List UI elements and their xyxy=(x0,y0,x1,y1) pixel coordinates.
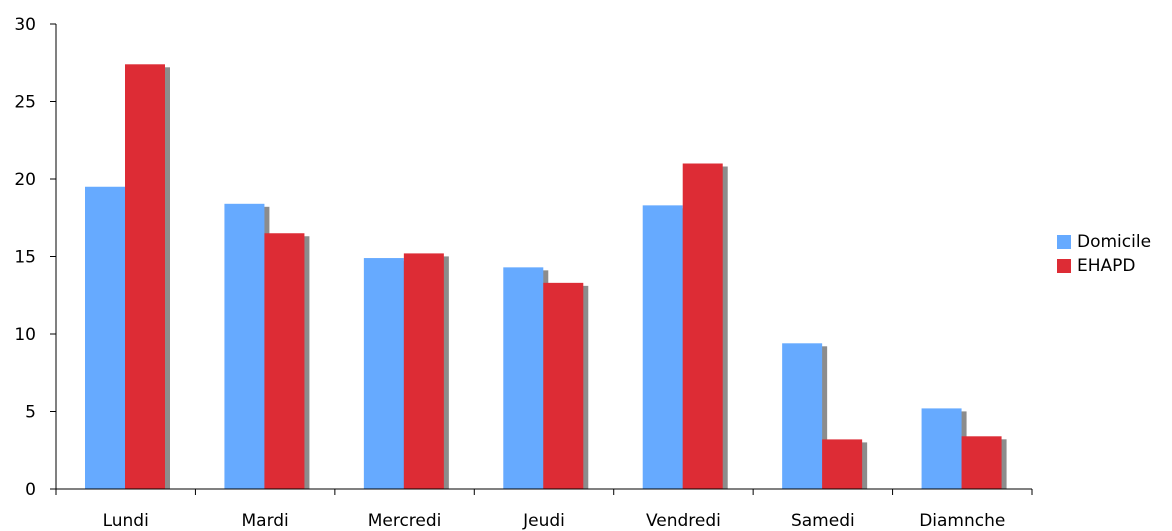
x-tick-label: Mercredi xyxy=(368,511,442,531)
bar-domicile-lundi xyxy=(85,186,125,489)
legend-item-ehapd: EHAPD xyxy=(1057,254,1151,278)
x-tick-label: Samedi xyxy=(791,511,855,531)
bar-domicile-samedi xyxy=(782,343,823,489)
bar-ehapd-mardi xyxy=(264,233,305,489)
legend-label-domicile: Domicile xyxy=(1077,232,1152,252)
bar-ehapd-diamnche xyxy=(961,436,1002,489)
bars xyxy=(85,64,1002,490)
y-tick-label: 10 xyxy=(14,325,36,345)
bar-domicile-vendredi xyxy=(642,205,683,489)
legend-label-ehapd: EHAPD xyxy=(1077,256,1136,276)
y-tick-labels: 0 5 10 15 20 25 30 xyxy=(14,15,36,500)
legend-swatch-ehapd xyxy=(1057,259,1071,273)
y-tick-label: 20 xyxy=(14,170,36,190)
y-tick-label: 0 xyxy=(25,480,36,500)
axes xyxy=(50,23,1033,495)
y-tick-label: 25 xyxy=(14,93,36,113)
bar-domicile-mercredi xyxy=(363,258,404,489)
x-tick-labels: Lundi Mardi Mercredi Jeudi Vendredi Samedi Dia… xyxy=(103,511,1006,531)
bar-ehapd-lundi xyxy=(125,64,165,490)
x-tick-label: Mardi xyxy=(241,511,288,531)
x-tick-label: Jeudi xyxy=(522,511,565,531)
y-tick-label: 30 xyxy=(14,15,36,35)
y-tick-label: 5 xyxy=(25,403,36,423)
bar-domicile-diamnche xyxy=(921,408,962,489)
legend-item-domicile: Domicile xyxy=(1057,230,1151,254)
bar-domicile-jeudi xyxy=(503,267,544,489)
bar-ehapd-samedi xyxy=(822,439,863,489)
y-tick-label: 15 xyxy=(14,248,36,268)
x-tick-label: Vendredi xyxy=(646,511,721,531)
bar-ehapd-jeudi xyxy=(543,282,584,489)
bar-ehapd-vendredi xyxy=(682,163,723,489)
legend: Domicile EHAPD xyxy=(1057,230,1151,278)
x-tick-label: Lundi xyxy=(103,511,149,531)
legend-swatch-domicile xyxy=(1057,235,1071,249)
bar-ehapd-mercredi xyxy=(403,253,444,489)
x-tick-label: Diamnche xyxy=(919,511,1005,531)
bar-domicile-mardi xyxy=(224,203,265,490)
